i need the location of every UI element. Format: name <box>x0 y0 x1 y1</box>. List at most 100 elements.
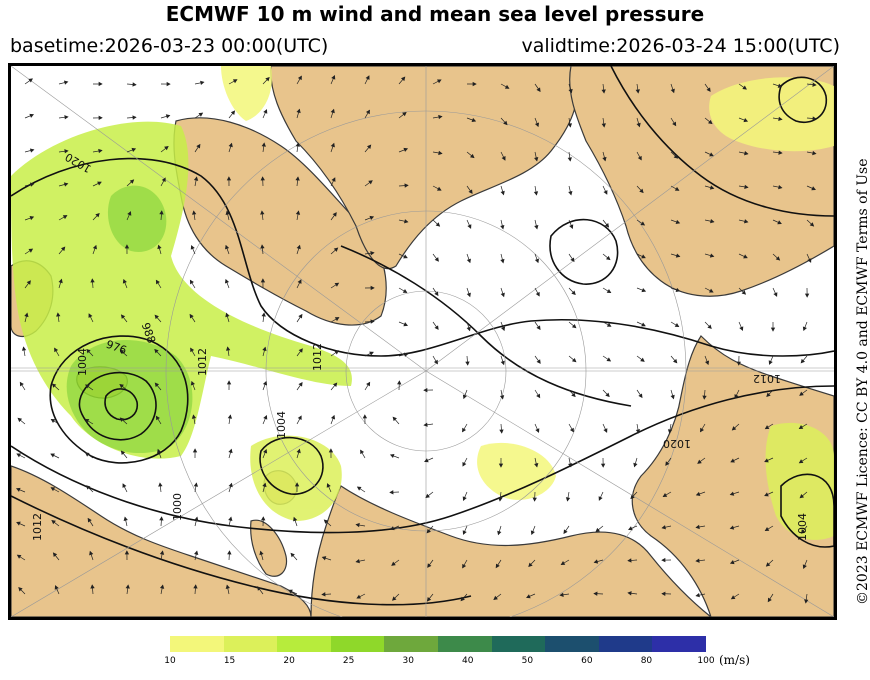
wind-arrow-head <box>500 258 505 264</box>
wind-arrow-head <box>433 359 438 365</box>
wind-arrow-head <box>641 322 646 327</box>
wind-arrow-head <box>471 117 477 123</box>
wind-arrow-head <box>708 119 713 125</box>
wind-arrow-head <box>331 177 336 182</box>
wind-arrow-head <box>571 323 577 329</box>
wind-arrow-head <box>192 448 198 453</box>
wind-arrow-head <box>29 216 35 221</box>
wind-arrow-head <box>535 428 540 433</box>
wind-arrow-head <box>15 487 21 492</box>
wind-arrow-head <box>226 380 232 385</box>
wind-arrow-head <box>499 395 505 400</box>
wind-arrow-head <box>743 254 748 259</box>
colorbar-tick-label: 100 <box>697 656 715 666</box>
wind-arrow-head <box>288 589 293 594</box>
wind-arrow-head <box>764 458 769 463</box>
wind-arrow-head <box>567 123 573 128</box>
wind-arrow-head <box>799 391 804 396</box>
wind-arrow-head <box>638 393 643 399</box>
wind-arrow-head <box>265 76 270 82</box>
wind-arrow-head <box>290 552 295 558</box>
novaya-zemlya <box>250 519 288 577</box>
wind-arrow-head <box>601 89 606 94</box>
map-canvas: 1020 988 976 1004 1012 1020 1012 1012 10… <box>11 66 834 617</box>
wind-arrow-head <box>298 348 303 353</box>
wind-arrow-head <box>356 486 362 491</box>
wind-arrow-head <box>131 147 137 153</box>
wind-arrow-head <box>98 148 103 154</box>
wind-arrow-head <box>707 324 712 329</box>
wind-arrow-head <box>425 493 430 499</box>
wind-arrow-head <box>465 361 470 366</box>
wind-arrow-head <box>500 190 505 196</box>
wind-arrow-head <box>90 278 95 283</box>
wind-arrow-head <box>695 593 700 598</box>
wind-arrow-head <box>154 348 159 354</box>
wind-arrow-head <box>710 219 715 224</box>
wind-arrow-head <box>766 392 771 398</box>
wind-arrow-head <box>370 319 375 324</box>
wind-arrow-head <box>667 429 673 434</box>
wind-arrow-head <box>58 278 63 284</box>
wind-arrow-head <box>500 292 505 298</box>
wind-arrow-head <box>811 186 816 191</box>
wind-arrow-head <box>462 427 467 433</box>
wind-arrow-head <box>595 527 600 533</box>
wind-arrow-head <box>196 143 201 149</box>
wind-arrow-head <box>627 558 632 563</box>
wind-arrow-head <box>673 154 679 159</box>
wind-arrow-head <box>423 387 428 393</box>
wind-arrow-head <box>744 184 749 190</box>
wind-arrow-head <box>804 599 809 604</box>
wind-arrow-head <box>389 453 395 459</box>
isobar-label: 1012 <box>753 372 781 385</box>
wind-arrow-head <box>403 254 408 259</box>
wind-arrow-head <box>88 313 93 318</box>
wind-arrow-head <box>123 516 128 521</box>
wind-arrow-head <box>593 559 599 564</box>
wind-band-alaska <box>765 422 834 540</box>
wind-arrow-head <box>51 519 56 525</box>
alaska <box>631 335 834 617</box>
wind-arrow-head <box>777 220 782 225</box>
licence-text: ©2023 ECMWF Licence: CC BY 4.0 and ECMWF… <box>849 80 870 606</box>
isobar-label: 1004 <box>275 411 288 439</box>
wind-arrow-head <box>56 312 61 317</box>
wind-arrow-head <box>64 115 69 120</box>
wind-arrow-head <box>189 279 194 285</box>
wind-arrow-head <box>567 157 572 162</box>
wind-arrow-head <box>495 563 500 569</box>
wind-arrow-head <box>434 257 439 262</box>
wind-arrow-head <box>190 347 195 353</box>
wind-arrow-head <box>334 282 340 287</box>
wind-arrow-head <box>532 497 537 502</box>
graticule <box>11 66 834 617</box>
colorbar-swatch <box>652 636 706 652</box>
wind-arrow-head <box>528 562 533 568</box>
map-panel[interactable]: 1020 988 976 1004 1012 1020 1012 1012 10… <box>8 63 837 620</box>
wind-arrow-head <box>404 352 409 357</box>
wind-arrow-head <box>466 258 471 264</box>
wind-arrow-head <box>535 291 540 297</box>
wind-arrow-head <box>295 210 301 215</box>
wind-arrow-head <box>798 425 804 430</box>
wind-arrow-head <box>764 492 769 497</box>
wind-arrow-head <box>263 415 268 420</box>
wind-arrow-head <box>438 150 443 156</box>
wind-arrow-head <box>332 382 338 388</box>
colorbar-tick-label: 20 <box>283 656 295 666</box>
wind-arrow-head <box>161 177 166 183</box>
wind-arrow-head <box>812 116 817 121</box>
wind-arrow-head <box>635 89 640 94</box>
wind-arrow-head <box>777 83 783 88</box>
wind-arrow-head <box>200 80 205 85</box>
wind-arrow-head <box>675 219 681 224</box>
wind-arrow-head <box>603 190 608 195</box>
wind-arrow-head <box>356 594 362 599</box>
wind-arrow-head <box>427 563 432 568</box>
wind-arrow-head <box>434 325 439 330</box>
wind-arrow-head <box>164 146 169 151</box>
wind-arrow-head <box>84 418 90 423</box>
wind-arrow-head <box>628 526 633 531</box>
colorbar-tick-label: 60 <box>581 656 593 666</box>
